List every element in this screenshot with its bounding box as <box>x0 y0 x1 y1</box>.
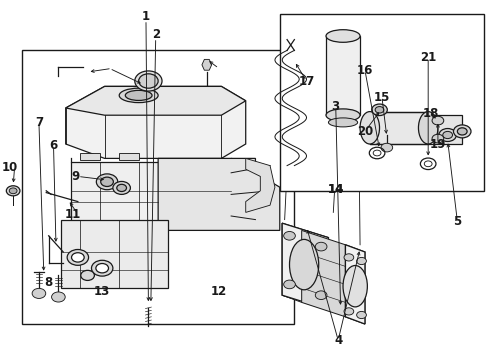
Polygon shape <box>345 245 364 324</box>
Bar <box>369 112 427 144</box>
Polygon shape <box>70 162 231 223</box>
Circle shape <box>343 254 353 261</box>
Polygon shape <box>301 230 345 317</box>
Ellipse shape <box>342 266 366 307</box>
Text: 1: 1 <box>142 10 150 23</box>
Polygon shape <box>202 59 211 70</box>
Polygon shape <box>282 223 328 310</box>
Ellipse shape <box>125 90 152 100</box>
Text: 17: 17 <box>298 75 314 87</box>
Text: 10: 10 <box>1 161 18 174</box>
Polygon shape <box>158 158 279 230</box>
Text: 3: 3 <box>331 100 339 113</box>
Text: 13: 13 <box>94 285 110 298</box>
Circle shape <box>96 174 118 190</box>
Circle shape <box>431 134 443 143</box>
Circle shape <box>452 125 470 138</box>
Circle shape <box>67 249 88 265</box>
Text: 5: 5 <box>452 215 461 228</box>
Circle shape <box>431 116 443 125</box>
Text: 11: 11 <box>65 208 81 221</box>
Circle shape <box>438 129 455 141</box>
Polygon shape <box>245 158 274 212</box>
Bar <box>325 36 359 115</box>
Bar <box>22 50 294 324</box>
Circle shape <box>51 292 65 302</box>
Circle shape <box>32 288 46 298</box>
Polygon shape <box>282 223 328 310</box>
Polygon shape <box>282 223 301 302</box>
Text: 4: 4 <box>333 334 342 347</box>
Ellipse shape <box>119 88 158 103</box>
Text: 16: 16 <box>356 64 372 77</box>
Circle shape <box>283 231 295 240</box>
Text: 2: 2 <box>151 28 160 41</box>
Text: 6: 6 <box>49 139 58 152</box>
Circle shape <box>9 188 17 194</box>
Circle shape <box>315 242 326 251</box>
Text: 12: 12 <box>210 285 226 298</box>
Circle shape <box>442 131 451 139</box>
Circle shape <box>374 107 383 113</box>
Text: 20: 20 <box>356 125 372 138</box>
Circle shape <box>6 186 20 196</box>
Polygon shape <box>427 115 461 144</box>
Circle shape <box>113 181 130 194</box>
Text: 14: 14 <box>327 183 343 195</box>
Ellipse shape <box>289 239 318 290</box>
Ellipse shape <box>328 118 357 127</box>
Text: 7: 7 <box>35 116 43 129</box>
Circle shape <box>71 253 84 262</box>
Circle shape <box>91 260 113 276</box>
Circle shape <box>283 280 295 289</box>
Polygon shape <box>65 86 245 158</box>
Circle shape <box>81 270 94 280</box>
Text: 15: 15 <box>373 91 389 104</box>
Circle shape <box>135 71 162 91</box>
Circle shape <box>371 104 386 116</box>
Text: 9: 9 <box>71 170 80 183</box>
Bar <box>279 14 483 191</box>
Circle shape <box>96 264 108 273</box>
Ellipse shape <box>359 112 379 144</box>
Circle shape <box>117 184 126 192</box>
Polygon shape <box>65 86 245 115</box>
Circle shape <box>380 143 392 152</box>
Ellipse shape <box>418 112 437 144</box>
Ellipse shape <box>325 109 359 122</box>
Circle shape <box>343 308 353 315</box>
Circle shape <box>139 74 158 88</box>
Text: 18: 18 <box>422 107 438 120</box>
Bar <box>61 220 167 288</box>
Text: 19: 19 <box>429 138 445 150</box>
Text: 14: 14 <box>327 183 343 195</box>
Polygon shape <box>345 245 364 324</box>
Circle shape <box>315 291 326 300</box>
Bar <box>119 153 139 160</box>
Text: 21: 21 <box>419 51 435 64</box>
Ellipse shape <box>325 30 359 42</box>
Text: 8: 8 <box>44 276 53 289</box>
Circle shape <box>101 177 113 186</box>
Circle shape <box>356 311 366 319</box>
Circle shape <box>356 257 366 265</box>
Circle shape <box>456 128 466 135</box>
Bar <box>80 153 100 160</box>
